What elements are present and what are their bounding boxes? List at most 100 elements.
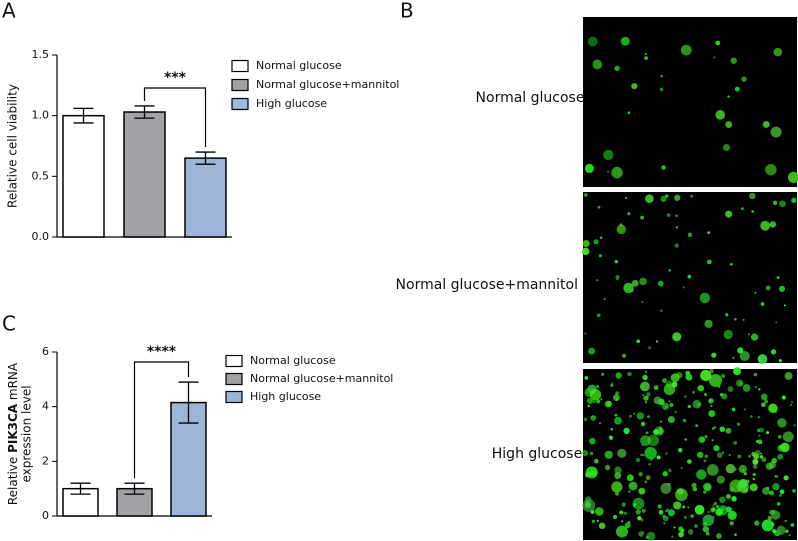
cell (758, 434, 761, 437)
cell (621, 353, 627, 358)
cell (680, 44, 692, 56)
cell (703, 490, 707, 494)
cell (596, 399, 601, 404)
cell (719, 426, 726, 432)
cell (760, 302, 765, 306)
cell (760, 393, 768, 401)
cell (735, 379, 744, 387)
cell (715, 504, 720, 509)
cell (692, 487, 698, 492)
cell (757, 354, 768, 364)
cell (695, 424, 698, 427)
cell (781, 395, 786, 400)
cell (740, 207, 744, 211)
cell (725, 313, 729, 317)
cell (719, 393, 724, 397)
cell (656, 455, 661, 460)
cell (631, 83, 638, 90)
cell (663, 522, 666, 525)
cell (733, 440, 738, 445)
cell (704, 435, 708, 439)
cell (644, 52, 647, 55)
cell (659, 427, 662, 430)
cell (684, 438, 687, 441)
cell (783, 304, 787, 307)
cell (665, 452, 668, 455)
cell (661, 402, 669, 410)
cell (581, 247, 590, 256)
cell (764, 399, 768, 404)
cell (598, 522, 606, 530)
cell (760, 220, 771, 231)
cell (606, 400, 612, 407)
cell (704, 392, 707, 396)
cell (720, 480, 723, 483)
cell (627, 111, 631, 115)
cell (596, 519, 599, 523)
cell (604, 450, 613, 459)
cell (671, 381, 678, 388)
cell (675, 226, 678, 229)
cell (709, 368, 714, 374)
cell (776, 276, 780, 280)
legend-swatch (231, 97, 249, 111)
cell (667, 415, 675, 424)
cell (760, 452, 763, 455)
cell (614, 472, 622, 480)
cell (742, 318, 745, 321)
cell (725, 506, 732, 513)
cell (759, 455, 764, 459)
cell (640, 453, 643, 457)
cell (732, 467, 737, 471)
cell (601, 372, 605, 376)
significance-bracket (133, 361, 190, 479)
cell (658, 509, 664, 515)
cell (635, 457, 641, 463)
cell (729, 521, 734, 526)
cell (787, 171, 798, 183)
cell (762, 120, 770, 128)
cell (675, 214, 678, 217)
image-label: Normal glucose+mannitol (396, 277, 578, 293)
cell (769, 221, 777, 228)
legend-swatch (225, 390, 243, 404)
cell (752, 458, 759, 465)
cell (662, 378, 667, 384)
cell (780, 442, 790, 453)
legend-swatch (225, 372, 243, 386)
legend-label: High glucose (250, 390, 321, 403)
cell (784, 519, 787, 523)
cell (685, 373, 693, 381)
cell (713, 426, 717, 429)
cell (719, 496, 726, 504)
cell (657, 280, 664, 287)
cell (715, 508, 723, 516)
cell (614, 416, 622, 425)
cell (730, 57, 737, 64)
legend-swatch (225, 354, 243, 368)
cell (672, 332, 682, 342)
cell (787, 375, 790, 378)
cell (646, 531, 656, 541)
cell (694, 504, 705, 515)
cell (584, 376, 589, 380)
cell (611, 382, 614, 385)
cell (674, 243, 679, 248)
cell (715, 110, 726, 120)
cell (690, 514, 694, 518)
y-axis-label: Relative cell viability (6, 84, 20, 208)
cell (737, 454, 742, 459)
cell (598, 254, 602, 258)
legend-label: Normal glucose+mannitol (250, 372, 393, 385)
cell (669, 387, 673, 391)
significance-label: **** (147, 344, 177, 360)
cell (696, 451, 704, 459)
cell (734, 533, 737, 537)
cell (730, 262, 733, 266)
cell (734, 86, 740, 92)
cell (725, 210, 733, 218)
cell (616, 525, 628, 538)
cell (731, 496, 737, 502)
cell (779, 489, 785, 495)
